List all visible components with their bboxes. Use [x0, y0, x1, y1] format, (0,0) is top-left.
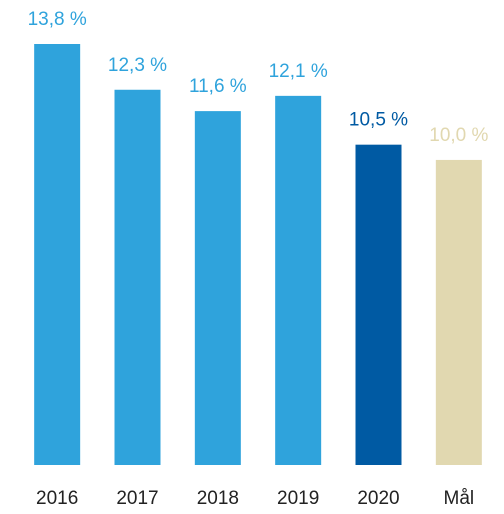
bar: [435, 159, 482, 465]
x-tick-label: 2016: [36, 488, 78, 509]
value-label: 13,8 %: [28, 9, 87, 30]
bar: [114, 89, 161, 466]
x-tick-label: 2017: [116, 488, 158, 509]
value-label: 10,0 %: [429, 125, 488, 146]
bar: [275, 95, 322, 466]
x-tick-label: 2020: [357, 488, 399, 509]
value-label: 12,1 %: [269, 61, 328, 82]
x-tick-label: 2018: [197, 488, 239, 509]
x-tick-label: Mål: [444, 488, 475, 509]
value-label: 11,6 %: [189, 76, 247, 97]
x-tick-label: 2019: [277, 488, 319, 509]
bar: [355, 144, 402, 465]
value-label: 12,3 %: [108, 55, 167, 76]
value-label: 10,5 %: [349, 110, 408, 131]
bar: [194, 111, 241, 466]
bar: [34, 44, 81, 465]
